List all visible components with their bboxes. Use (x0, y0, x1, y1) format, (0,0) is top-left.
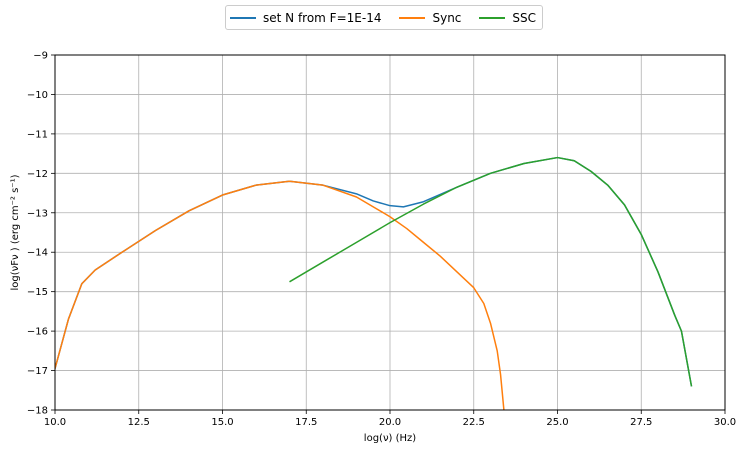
x-axis-label: log(ν) (Hz) (364, 433, 416, 444)
y-tick-label: −12 (27, 169, 48, 180)
y-axis-label: log(νFν ) (erg cm⁻² s⁻¹) (10, 174, 21, 290)
x-tick-label: 20.0 (379, 417, 401, 428)
grid (54, 54, 726, 411)
legend-swatch-orange (399, 16, 426, 19)
x-tick-label: 30.0 (714, 417, 736, 428)
x-tick-label: 27.5 (630, 417, 652, 428)
series-line-2 (289, 156, 693, 387)
y-tick-label: −15 (27, 287, 48, 298)
x-tick-label: 15.0 (211, 417, 233, 428)
y-tick-label: −14 (27, 248, 48, 259)
y-tick-label: −10 (27, 90, 48, 101)
legend-label: set N from F=1E-14 (263, 10, 382, 25)
legend-swatch-blue (230, 16, 256, 19)
x-tick-label: 25.0 (546, 417, 568, 428)
legend-swatch-green (479, 16, 506, 19)
x-tick-label: 10.0 (44, 417, 66, 428)
legend-label: SSC (512, 10, 537, 25)
series-line-0 (55, 156, 693, 387)
x-tick-label: 22.5 (463, 417, 485, 428)
legend-item-ssc: SSC (479, 11, 536, 25)
y-tick-label: −17 (27, 366, 48, 377)
x-axis-ticks: 10.0 12.5 15.0 17.5 20.0 22.5 25.0 27.5 30.0 (44, 410, 736, 428)
series-line-1 (55, 180, 505, 410)
y-tick-label: −16 (27, 327, 48, 338)
legend-item-sync: Sync (399, 11, 461, 25)
x-tick-label: 17.5 (295, 417, 317, 428)
series-layer (55, 156, 693, 410)
y-tick-label: −9 (33, 51, 48, 62)
legend-label: Sync (432, 10, 462, 25)
legend-item-set-n: set N from F=1E-14 (230, 11, 381, 25)
legend: set N from F=1E-14 Sync SSC (225, 5, 544, 30)
y-tick-label: −11 (27, 129, 48, 140)
y-tick-label: −18 (27, 406, 48, 417)
x-tick-label: 12.5 (128, 417, 150, 428)
y-tick-label: −13 (27, 208, 48, 219)
y-axis-ticks: −9 −10 −11 −12 −13 −14 −15 −16 −17 −18 (27, 51, 55, 417)
